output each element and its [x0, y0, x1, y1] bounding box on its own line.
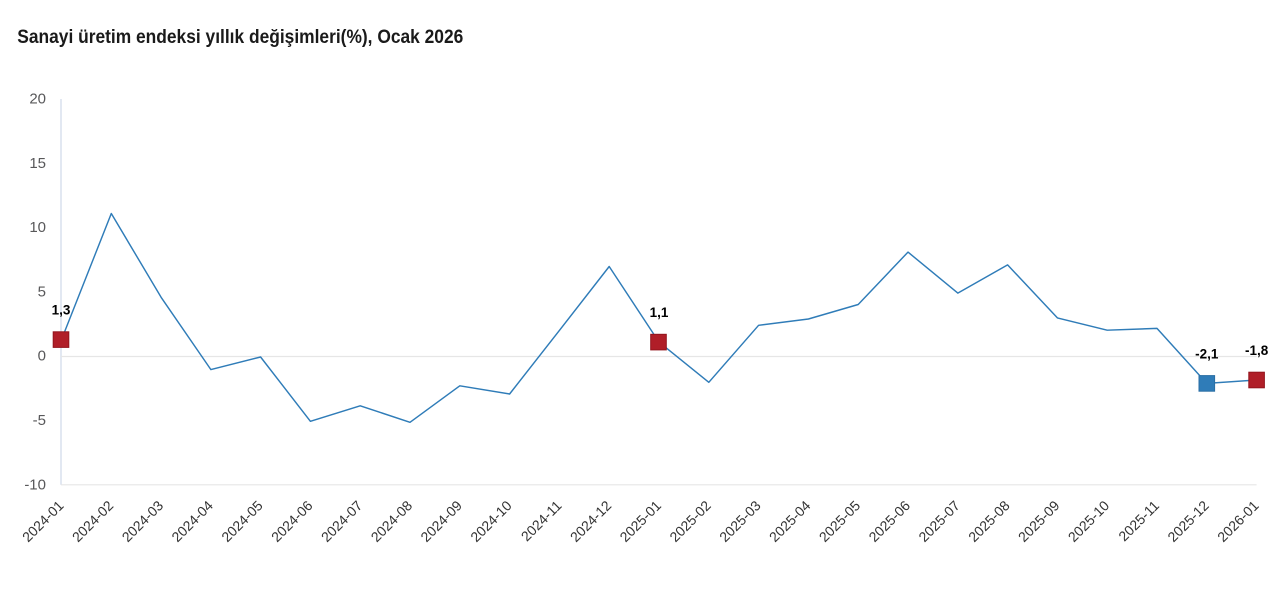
- svg-text:2024-07: 2024-07: [318, 497, 366, 545]
- svg-text:2024-11: 2024-11: [518, 497, 565, 544]
- svg-text:15: 15: [29, 155, 46, 172]
- svg-text:Sanayi üretim endeksi yıllık d: Sanayi üretim endeksi yıllık değişimleri…: [17, 26, 463, 48]
- svg-text:20: 20: [29, 91, 46, 108]
- svg-text:2025-08: 2025-08: [965, 497, 1013, 545]
- svg-text:2024-09: 2024-09: [417, 497, 465, 545]
- svg-text:2024-01: 2024-01: [19, 497, 67, 545]
- svg-text:2025-06: 2025-06: [865, 497, 913, 545]
- svg-text:2024-04: 2024-04: [168, 497, 216, 545]
- svg-text:2024-12: 2024-12: [567, 497, 615, 545]
- svg-text:2025-05: 2025-05: [816, 497, 864, 545]
- svg-text:5: 5: [38, 283, 46, 300]
- svg-text:-1,8: -1,8: [1245, 343, 1269, 358]
- svg-text:2024-03: 2024-03: [119, 497, 167, 545]
- svg-text:2024-10: 2024-10: [467, 497, 515, 545]
- svg-text:-2,1: -2,1: [1195, 347, 1219, 362]
- svg-text:0: 0: [38, 348, 46, 365]
- svg-text:2025-12: 2025-12: [1164, 497, 1212, 545]
- svg-text:2025-04: 2025-04: [766, 497, 814, 545]
- svg-text:-10: -10: [24, 476, 46, 493]
- svg-text:2026-01: 2026-01: [1214, 497, 1262, 545]
- svg-text:2024-05: 2024-05: [218, 497, 266, 545]
- svg-text:2025-10: 2025-10: [1065, 497, 1113, 545]
- svg-text:2025-07: 2025-07: [915, 497, 963, 545]
- svg-text:10: 10: [29, 219, 46, 236]
- svg-text:2024-02: 2024-02: [69, 497, 117, 545]
- svg-text:2025-11: 2025-11: [1115, 497, 1162, 544]
- svg-text:2025-03: 2025-03: [716, 497, 764, 545]
- svg-text:2025-02: 2025-02: [666, 497, 714, 545]
- svg-text:1,1: 1,1: [650, 305, 669, 320]
- svg-text:2024-08: 2024-08: [368, 497, 416, 545]
- svg-text:2025-09: 2025-09: [1015, 497, 1063, 545]
- svg-text:1,3: 1,3: [52, 303, 71, 318]
- svg-text:2025-01: 2025-01: [616, 497, 664, 545]
- svg-text:2024-06: 2024-06: [268, 497, 316, 545]
- svg-text:-5: -5: [33, 412, 46, 429]
